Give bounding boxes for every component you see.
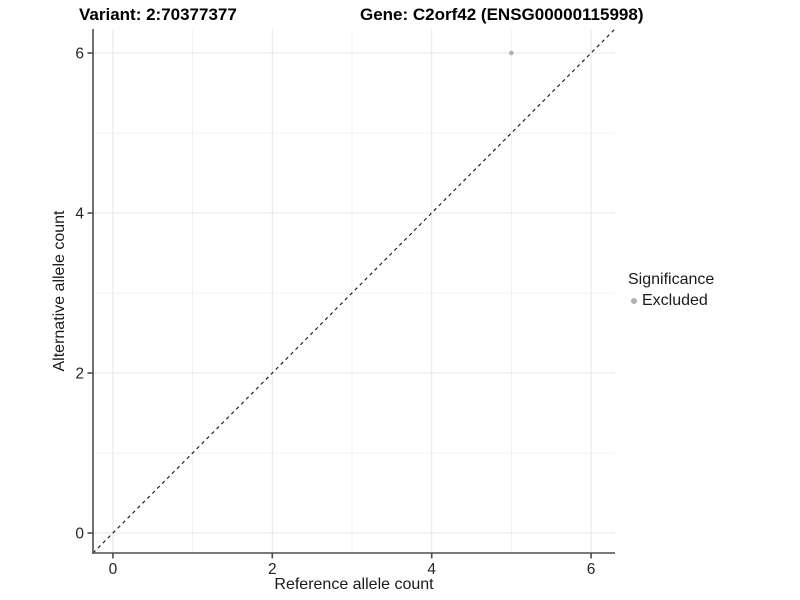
legend-item-excluded: Excluded (628, 292, 714, 310)
variant-title: Variant: 2:70377377 (79, 5, 237, 24)
data-point (509, 50, 514, 56)
y-tick-label: 2 (75, 366, 84, 383)
x-tick-label: 0 (109, 561, 118, 578)
x-axis-title: Reference allele count (274, 576, 434, 593)
legend-title: Significance (628, 271, 715, 288)
x-tick-label: 2 (268, 561, 277, 578)
x-tick-label: 6 (587, 561, 596, 578)
x-tick-label: 4 (427, 561, 436, 578)
legend: Significance Excluded (628, 271, 714, 310)
identity-line (92, 28, 616, 554)
gene-title: Gene: C2orf42 (ENSG00000115998) (360, 5, 644, 24)
excluded-point-icon (631, 298, 637, 305)
y-tick-label: 0 (75, 526, 84, 543)
y-axis-title: Alternative allele count (51, 210, 68, 372)
y-tick-label: 6 (75, 46, 84, 63)
y-tick-label: 4 (75, 206, 84, 223)
legend-item-label: Excluded (642, 292, 708, 310)
